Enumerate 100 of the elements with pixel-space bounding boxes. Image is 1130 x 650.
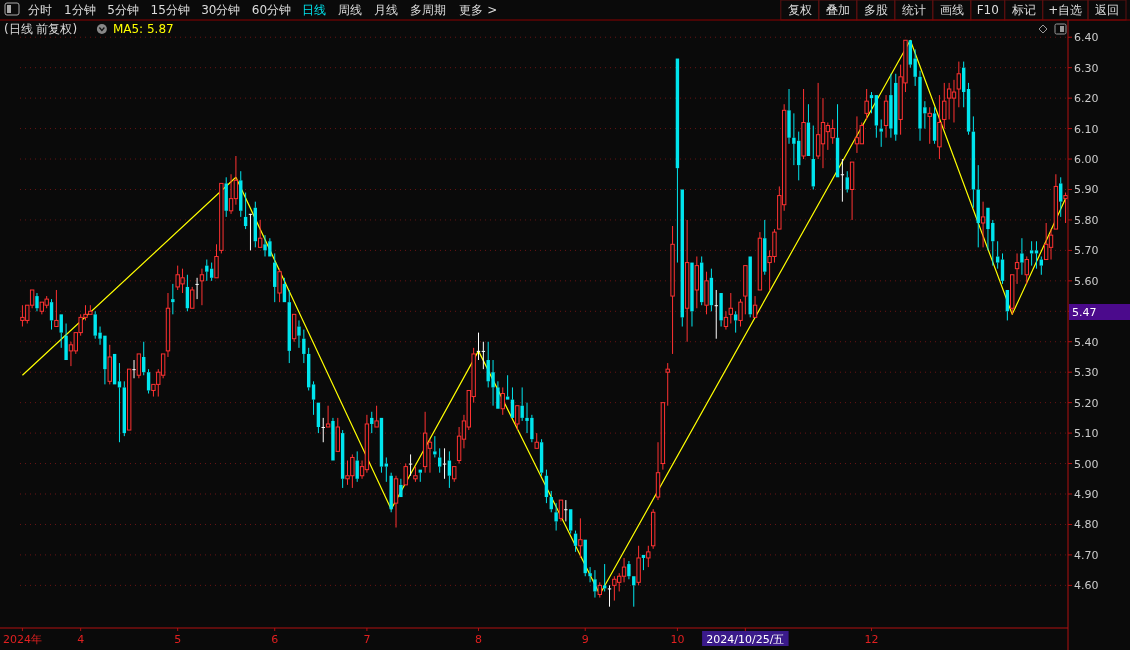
text: F10: [976, 3, 999, 17]
candlestick: [1048, 228, 1054, 261]
y-tick-label: 5.90: [1074, 183, 1099, 197]
candlestick: [883, 94, 889, 139]
candlestick: [723, 310, 729, 331]
candlestick: [1029, 240, 1034, 267]
candlestick: [311, 380, 316, 416]
y-tick-label: 6.20: [1074, 92, 1099, 106]
text: 60分钟: [251, 3, 292, 17]
text: 日线: [302, 3, 327, 17]
x-tick-label: 12: [864, 633, 879, 646]
text: 1分钟: [64, 3, 96, 17]
candlestick: [1034, 240, 1039, 270]
candlestick: [1020, 237, 1024, 276]
candlestick: [408, 453, 413, 477]
y-tick-label: 5.10: [1074, 427, 1099, 441]
y-tick-label: 5.70: [1074, 244, 1099, 258]
y-tick-label: 5.20: [1074, 396, 1099, 410]
candlestick: [481, 341, 486, 370]
x-tick-label: 4: [77, 633, 85, 646]
candlestick: [224, 176, 228, 218]
x-tick-label: 6: [271, 633, 279, 646]
y-tick-label: 6.40: [1074, 31, 1099, 45]
candlestick: [820, 97, 826, 169]
candlestick: [840, 158, 845, 203]
candlestick: [665, 362, 670, 407]
candlestick: [869, 91, 874, 114]
candlestick: [792, 112, 796, 166]
candlestick: [927, 106, 932, 145]
text: 多周期: [410, 3, 447, 17]
candlestick: [670, 225, 675, 355]
text: 复权: [787, 3, 812, 17]
y-tick-label: 4.90: [1074, 488, 1099, 502]
text: 返回: [1095, 3, 1119, 17]
y-tick-label: 5.30: [1074, 366, 1099, 380]
candlestick: [554, 502, 558, 532]
text: 叠加: [825, 3, 850, 17]
candlestick: [564, 499, 568, 522]
candlestick: [655, 441, 661, 501]
candlestick: [442, 447, 447, 480]
candlestick: [854, 115, 860, 154]
x-tick-label: 8: [475, 633, 482, 646]
x-tick-label: 7: [363, 633, 371, 646]
candlestick: [694, 255, 700, 309]
x-tick-label: 2024/10/25/五: [706, 633, 785, 646]
x-tick-label: 9: [581, 633, 589, 646]
candlestick: [942, 82, 947, 130]
candlestick: [297, 319, 301, 349]
y-tick-label: 5.40: [1074, 335, 1099, 349]
x-tick-label: 10: [670, 633, 685, 646]
candlestick: [578, 517, 583, 559]
y-tick-label: 6.10: [1074, 122, 1099, 136]
candlestick: [714, 289, 718, 340]
candlestick: [393, 475, 399, 529]
candlestick: [946, 82, 952, 120]
candlestick: [239, 170, 243, 218]
candlestick: [980, 201, 986, 248]
candlestick: [995, 240, 1000, 270]
candlestick: [384, 456, 389, 483]
candlestick: [593, 569, 597, 599]
candlestick: [684, 219, 690, 343]
candlestick: [1059, 176, 1063, 218]
text: MA5: 5.87: [112, 22, 174, 36]
y-tick-label: 6.30: [1074, 61, 1099, 75]
y-tick-label: 5.60: [1074, 274, 1099, 288]
candlestick: [302, 329, 306, 364]
candlestick: [321, 417, 325, 443]
text: 标记: [1010, 3, 1036, 17]
candlestick: [520, 386, 524, 422]
candlestick: [879, 118, 883, 148]
text: 多股: [863, 3, 888, 17]
y-tick-label: 5.80: [1074, 213, 1099, 227]
x-tick-label: 2024年: [2, 633, 42, 646]
text: 30分钟: [201, 3, 241, 17]
text: 更多 >: [459, 3, 498, 17]
candlestick: [165, 292, 171, 358]
candlestick: [825, 121, 831, 151]
y-tick-label: 5.00: [1074, 457, 1099, 471]
text: 画线: [939, 3, 964, 17]
candlestick: [815, 82, 821, 160]
text: 统计: [901, 3, 926, 17]
candlestick: [171, 283, 175, 315]
text: 分时: [28, 3, 52, 17]
candlestick: [937, 94, 942, 160]
y-tick-label: 4.70: [1074, 548, 1099, 562]
candlestick: [738, 298, 743, 328]
candlestick: [956, 61, 962, 108]
candlestick: [787, 88, 791, 145]
candlestick: [627, 560, 631, 580]
candlestick: [433, 435, 437, 458]
candlestick: [364, 414, 370, 474]
candlestick: [500, 386, 505, 416]
text: 5分钟: [107, 3, 139, 17]
text: 15分钟: [150, 3, 190, 17]
candlestick: [228, 173, 234, 215]
candlestick: [621, 557, 627, 583]
candlestick: [588, 566, 592, 583]
x-tick-label: 5: [174, 633, 182, 646]
candlestick: [932, 106, 937, 145]
candlestick: [132, 359, 136, 379]
